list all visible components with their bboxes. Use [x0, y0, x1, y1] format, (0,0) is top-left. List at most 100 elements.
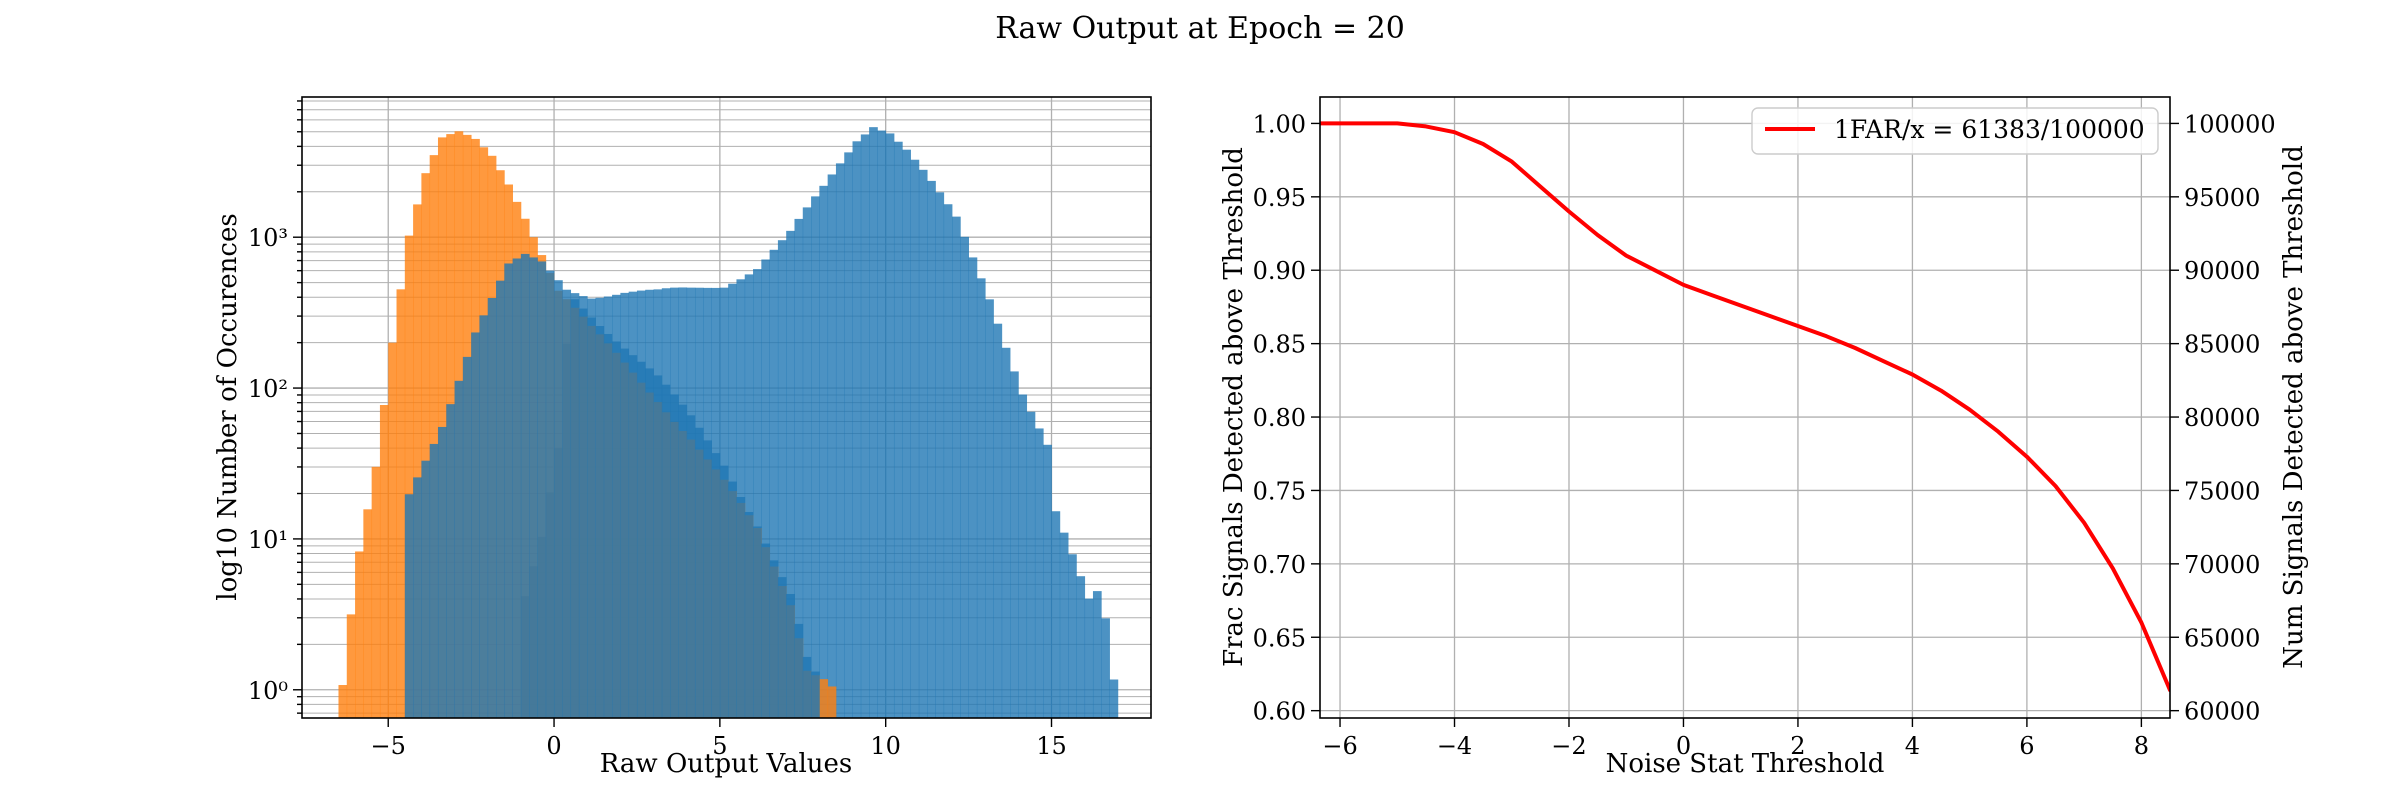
figure-title: Raw Output at Epoch = 20: [995, 11, 1405, 46]
histogram-bar: [355, 551, 364, 718]
histogram-bar: [753, 526, 762, 718]
histogram-bar: [893, 141, 903, 718]
histogram-bar: [744, 274, 754, 718]
histogram-bar: [620, 348, 630, 718]
histogram-bar: [703, 440, 712, 718]
histogram-bar: [827, 686, 837, 718]
line-y-axis-label-right: Num Signals Detected above Threshold: [2279, 145, 2309, 668]
line-y-tick-label: 0.75: [1253, 477, 1306, 505]
histogram-bar: [645, 368, 654, 718]
histogram-bar: [554, 280, 563, 718]
line-y-tick-label: 0.70: [1253, 551, 1306, 579]
line-y-tick-label: 0.80: [1253, 404, 1306, 432]
histogram-bar: [545, 270, 555, 718]
histogram-bar: [636, 361, 646, 718]
histogram-bar: [1001, 347, 1011, 718]
legend-box: [1751, 107, 2159, 155]
line-y-tick-label: 0.60: [1253, 698, 1306, 726]
histogram-bar: [736, 497, 746, 718]
line-y-right-tick-label: 70000: [2184, 551, 2260, 579]
histogram-bar: [471, 332, 480, 718]
histogram-bar: [479, 315, 489, 718]
histogram-x-tick-label: 15: [1036, 732, 1067, 760]
histogram-bars: [338, 127, 1119, 718]
histogram-bar: [670, 394, 679, 718]
histogram-bar: [562, 289, 572, 718]
histogram-bar: [487, 298, 497, 718]
histogram-bar: [728, 481, 737, 718]
histogram-bar: [960, 236, 969, 718]
histogram-bar: [819, 679, 829, 718]
histogram-bar: [1068, 554, 1077, 718]
line-y-tick-label: 1.00: [1253, 110, 1306, 138]
line-x-tick-label: 2: [1790, 732, 1805, 760]
line-x-tick-label: −2: [1551, 732, 1586, 760]
histogram-bar: [711, 453, 721, 718]
line-y-tick-label: 0.65: [1253, 624, 1306, 652]
histogram-y-tick-label: 10²: [248, 375, 288, 403]
histogram-y-axis-label: log10 Number of Occurences: [213, 213, 243, 600]
histogram-bar: [835, 163, 845, 718]
histogram-bar: [1018, 394, 1028, 718]
histogram-x-tick-label: 10: [870, 732, 901, 760]
line-ticks: −6 −4 −2 0 2 4 6 8 0.60 0.65 0.70 0.75 0.80 0.85 0.90 0…: [1253, 110, 2276, 760]
line-series-curve: [1320, 121, 2170, 693]
histogram-bar: [777, 240, 787, 718]
histogram-ticks: −5 0 5 10 15 10⁰ 10¹ 10² 10³: [248, 100, 1067, 760]
histogram-bar: [927, 180, 936, 718]
line-x-tick-label: 8: [2134, 732, 2149, 760]
histogram-bar: [918, 169, 928, 718]
histogram-bar: [993, 323, 1003, 718]
histogram-bar: [603, 333, 613, 718]
histogram-bar: [1043, 444, 1052, 718]
line-series-group: [1320, 121, 2170, 693]
line-x-tick-label: −4: [1437, 732, 1472, 760]
histogram-bar: [678, 404, 688, 718]
histogram-bar: [446, 404, 455, 718]
histogram-bar: [802, 207, 812, 718]
histogram-bar: [769, 560, 779, 718]
histogram-bar: [413, 477, 422, 718]
histogram-bar: [388, 342, 397, 718]
histogram-bar: [1034, 428, 1044, 718]
line-x-tick-label: 0: [1676, 732, 1691, 760]
line-y-tick-label: 0.95: [1253, 184, 1306, 212]
histogram-bar: [612, 341, 621, 718]
histogram-bar: [935, 192, 945, 718]
histogram-bar: [794, 218, 804, 718]
histogram-bar: [661, 384, 671, 718]
line-legend: 1FAR/x = 61383/100000: [1751, 107, 2159, 155]
detection-line-panel: −6 −4 −2 0 2 4 6 8 0.60 0.65 0.70 0.75 0.80 0.85 0.90 0…: [1219, 96, 2309, 779]
histogram-bar: [628, 355, 638, 718]
line-y-axis-label-left: Frac Signals Detected above Threshold: [1219, 147, 1249, 667]
line-y-right-tick-label: 95000: [2184, 184, 2260, 212]
histogram-bar: [578, 308, 588, 718]
histogram-bar: [429, 155, 439, 718]
histogram-bar: [1010, 371, 1019, 718]
histogram-bar: [429, 443, 439, 718]
histogram-bar: [529, 257, 538, 718]
histogram-bar: [338, 685, 348, 718]
line-y-right-tick-label: 75000: [2184, 477, 2260, 505]
line-y-right-tick-label: 90000: [2184, 257, 2260, 285]
histogram-bar: [363, 509, 373, 718]
histogram-bar: [570, 299, 580, 718]
histogram-bar: [371, 466, 381, 718]
histogram-bar: [719, 465, 729, 718]
line-y-right-tick-label: 85000: [2184, 331, 2260, 359]
line-y-right-tick-label: 65000: [2184, 624, 2260, 652]
histogram-bar: [976, 278, 986, 718]
histogram-bar: [694, 427, 704, 718]
histogram-x-tick-label: −5: [371, 732, 406, 760]
histogram-bar: [404, 235, 414, 718]
histogram-bar: [462, 356, 472, 718]
histogram-bar: [404, 494, 414, 718]
histogram-bar: [761, 543, 771, 718]
histogram-bar: [777, 577, 787, 718]
histogram-bar: [346, 614, 356, 718]
histogram-bar: [379, 405, 389, 718]
histogram-bar: [811, 671, 820, 718]
histogram-bar: [686, 415, 696, 718]
histogram-bar: [1059, 532, 1069, 718]
histogram-bar: [1084, 598, 1094, 718]
